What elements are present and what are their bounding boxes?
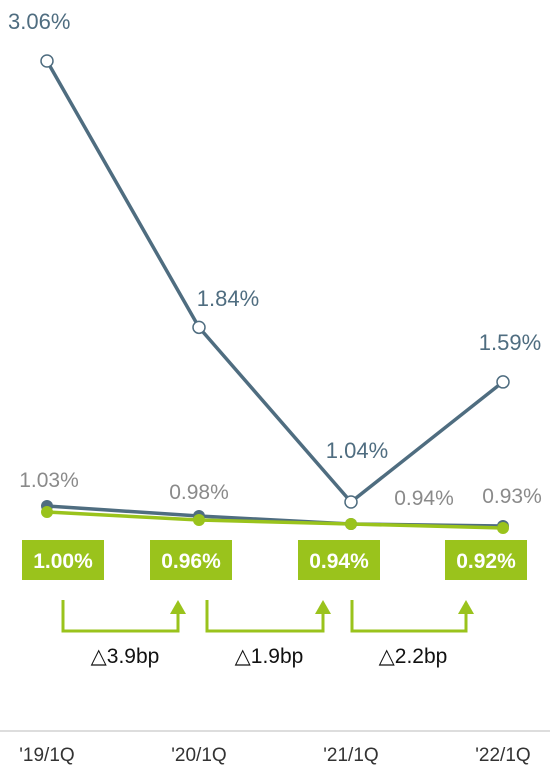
change-label: △1.9bp — [235, 645, 304, 668]
series-2-line — [46, 510, 504, 530]
x-tick-label: '22/1Q — [475, 745, 530, 766]
series-0-label: 1.59% — [479, 330, 541, 355]
series-0-point — [344, 495, 358, 509]
series-2-point — [497, 522, 509, 534]
x-tick-label: '21/1Q — [323, 745, 378, 766]
series-1-label: 0.94% — [394, 487, 454, 510]
series-1-label: 0.98% — [169, 481, 229, 504]
series-0-point — [40, 54, 54, 68]
change-arrow — [350, 600, 468, 633]
change-arrow-head — [315, 600, 331, 614]
change-label: △2.2bp — [379, 645, 448, 668]
series-lines — [45, 60, 505, 530]
change-arrow-head — [170, 600, 186, 614]
series-0-line — [45, 60, 505, 505]
series-2-label: 0.96% — [161, 550, 221, 573]
change-arrow — [61, 600, 180, 633]
series-2-label: 1.00% — [33, 550, 93, 573]
series-0-label: 1.04% — [326, 438, 388, 463]
series-1-label: 0.93% — [482, 485, 542, 508]
x-axis-ticks: '19/1Q '20/1Q '21/1Q '22/1Q — [19, 745, 530, 766]
series-0-point — [192, 320, 206, 335]
x-tick-label: '20/1Q — [171, 745, 226, 766]
series-2-label-box — [298, 540, 380, 580]
change-arrow — [205, 600, 325, 633]
change-arrows: △3.9bp △1.9bp △2.2bp — [61, 600, 474, 668]
data-points — [40, 54, 510, 534]
series-2-label-box — [150, 540, 232, 580]
data-labels: 3.06% 1.84% 1.04% 1.59% 1.03% 0.98% 0.94% 0.93%… — [8, 9, 542, 580]
series-2-label-box — [445, 540, 527, 580]
change-arrow-head — [458, 600, 474, 614]
series-2-point — [41, 506, 53, 518]
series-2-point — [345, 518, 357, 530]
series-0-label: 1.84% — [197, 286, 259, 311]
series-2-label: 0.92% — [456, 550, 516, 573]
series-0-label: 3.06% — [8, 9, 70, 34]
series-1-label: 1.03% — [19, 469, 79, 492]
series-2-label: 0.94% — [309, 550, 369, 573]
series-2-point — [193, 514, 205, 526]
change-label: △3.9bp — [91, 645, 160, 668]
x-tick-label: '19/1Q — [19, 745, 74, 766]
series-0-point — [496, 375, 510, 389]
series-2-label-box — [22, 540, 104, 580]
